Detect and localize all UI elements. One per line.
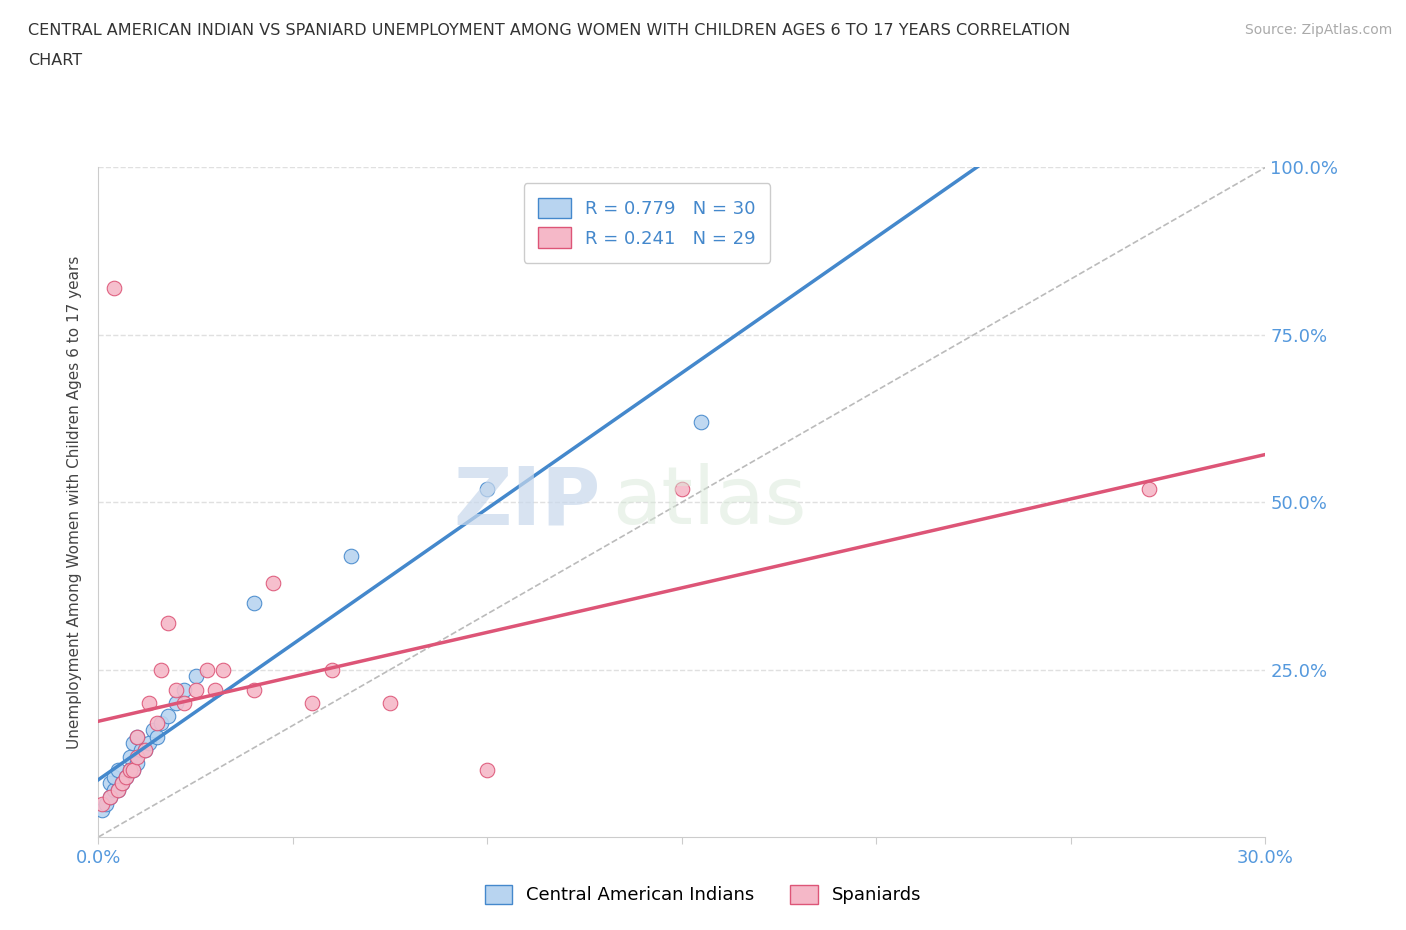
Point <box>107 783 129 798</box>
Point <box>103 769 125 784</box>
Point <box>111 776 134 790</box>
Point <box>378 696 402 711</box>
Point <box>103 783 125 798</box>
Point <box>184 683 207 698</box>
Point <box>122 736 145 751</box>
Point <box>173 683 195 698</box>
Point <box>122 763 145 777</box>
Point <box>138 736 160 751</box>
Point <box>103 281 125 296</box>
Text: ZIP: ZIP <box>453 463 600 541</box>
Point <box>127 729 149 744</box>
Point <box>118 750 141 764</box>
Point <box>690 415 713 430</box>
Point <box>243 683 266 698</box>
Point <box>138 696 160 711</box>
Point <box>111 776 134 790</box>
Point <box>477 482 499 497</box>
Point <box>134 742 156 757</box>
Point <box>149 662 172 677</box>
Point <box>118 763 141 777</box>
Text: Source: ZipAtlas.com: Source: ZipAtlas.com <box>1244 23 1392 37</box>
Point <box>212 662 235 677</box>
Point <box>127 756 149 771</box>
Point <box>301 696 323 711</box>
Point <box>91 803 114 817</box>
Point <box>1137 482 1160 497</box>
Point <box>165 683 187 698</box>
Point <box>134 742 156 757</box>
Point <box>114 769 136 784</box>
Text: atlas: atlas <box>612 463 806 541</box>
Point <box>114 769 136 784</box>
Point <box>146 716 169 731</box>
Point <box>118 763 141 777</box>
Point <box>184 669 207 684</box>
Legend: R = 0.779   N = 30, R = 0.241   N = 29: R = 0.779 N = 30, R = 0.241 N = 29 <box>523 183 770 263</box>
Point <box>91 796 114 811</box>
Y-axis label: Unemployment Among Women with Children Ages 6 to 17 years: Unemployment Among Women with Children A… <box>67 256 83 749</box>
Point <box>204 683 226 698</box>
Point <box>157 616 180 631</box>
Point <box>321 662 343 677</box>
Point <box>129 742 152 757</box>
Point <box>98 790 121 804</box>
Text: CHART: CHART <box>28 53 82 68</box>
Point <box>98 776 121 790</box>
Point <box>98 790 121 804</box>
Point <box>122 763 145 777</box>
Point <box>107 763 129 777</box>
Point <box>243 595 266 610</box>
Point <box>127 750 149 764</box>
Point <box>173 696 195 711</box>
Point <box>671 482 693 497</box>
Point <box>127 729 149 744</box>
Point <box>107 783 129 798</box>
Point <box>340 549 363 564</box>
Point <box>146 729 169 744</box>
Point <box>262 575 284 590</box>
Text: CENTRAL AMERICAN INDIAN VS SPANIARD UNEMPLOYMENT AMONG WOMEN WITH CHILDREN AGES : CENTRAL AMERICAN INDIAN VS SPANIARD UNEM… <box>28 23 1070 38</box>
Point <box>477 763 499 777</box>
Point <box>149 716 172 731</box>
Point <box>96 796 118 811</box>
Point <box>157 709 180 724</box>
Point <box>142 723 165 737</box>
Legend: Central American Indians, Spaniards: Central American Indians, Spaniards <box>477 878 929 911</box>
Point <box>165 696 187 711</box>
Point <box>195 662 218 677</box>
